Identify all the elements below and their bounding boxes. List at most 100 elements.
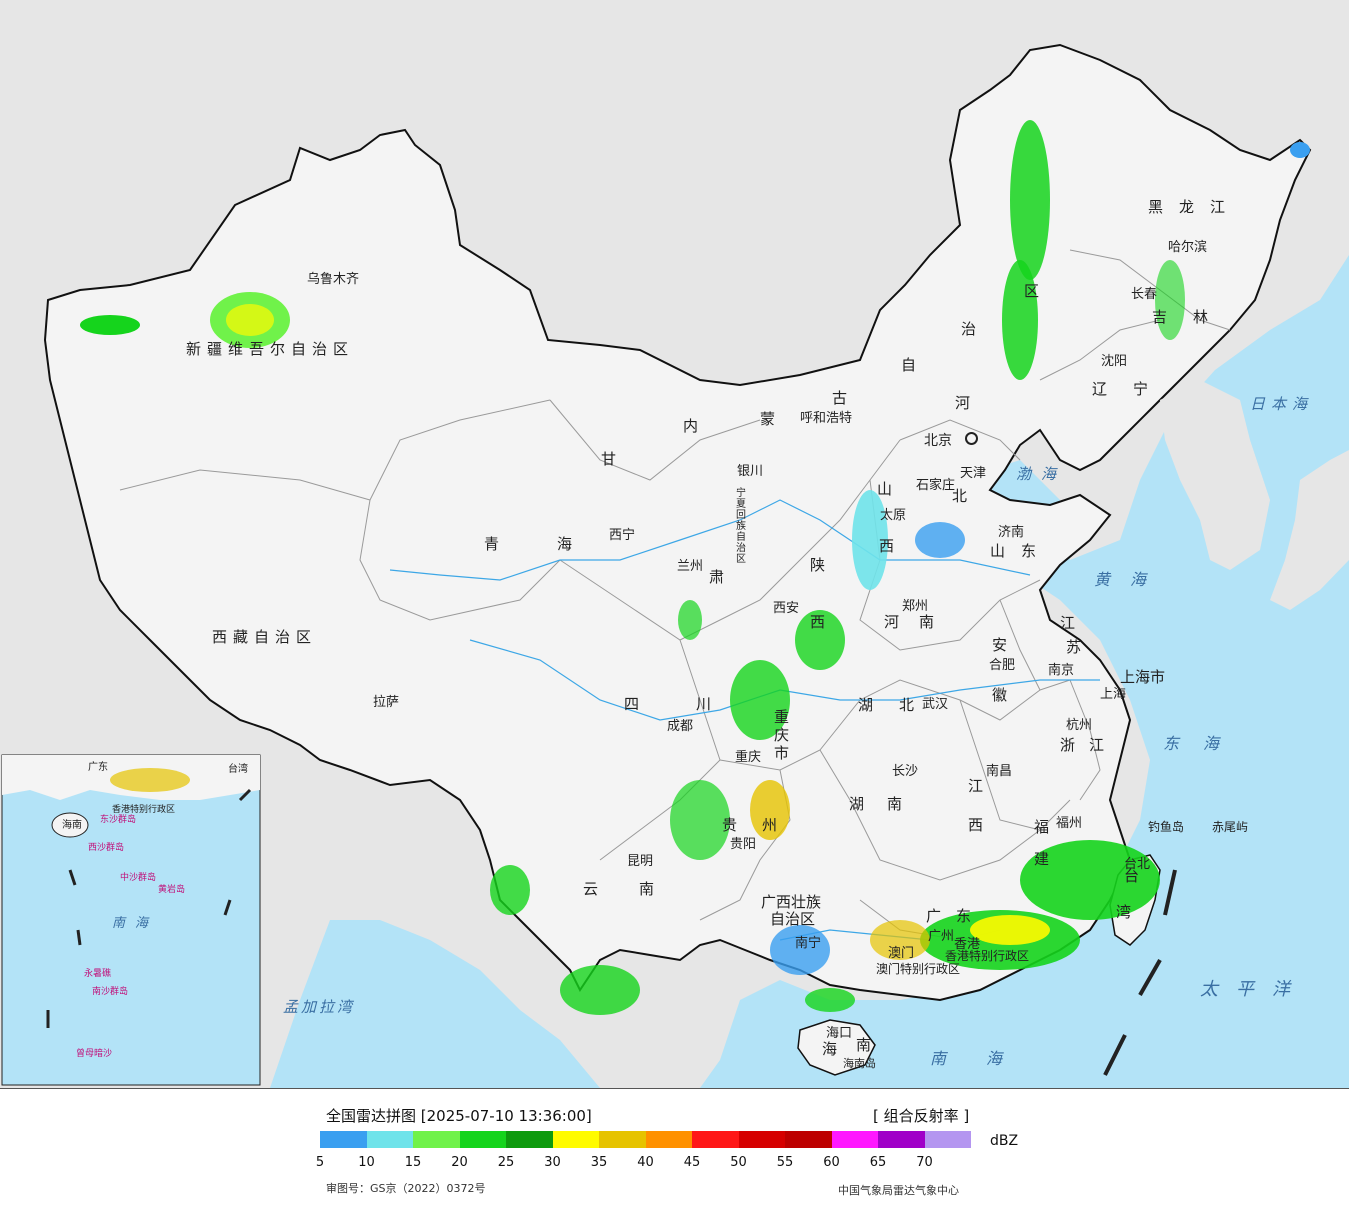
province-neimenggu-4: 自 <box>901 356 917 374</box>
colorbar-tick-label: 10 <box>358 1155 375 1170</box>
province-shandong: 山东 <box>990 542 1053 560</box>
city-fuzhou: 福州 <box>1056 816 1083 831</box>
map-approval-number: 审图号：GS京（2022）0372号 <box>326 1182 486 1195</box>
colorbar-tick-label: 30 <box>544 1155 561 1170</box>
city-diaoyu: 钓鱼岛 <box>1148 820 1185 834</box>
capital-marker-icon <box>965 432 978 445</box>
province-xinjiang: 新疆维吾尔自治区 <box>186 340 355 358</box>
colorbar-bin-12 <box>878 1131 925 1148</box>
colorbar-tick-label: 40 <box>637 1155 654 1170</box>
city-changsha: 长沙 <box>892 764 919 779</box>
city-lhasa: 拉萨 <box>373 695 400 710</box>
sea-pacific: 太平洋 <box>1200 979 1308 1000</box>
province-sichuan-1: 四 <box>624 695 640 713</box>
province-jilin: 吉林 <box>1152 308 1235 326</box>
city-shenyang: 沈阳 <box>1101 354 1128 369</box>
city-taiyuan: 太原 <box>880 508 907 523</box>
colorbar-tick-label: 70 <box>916 1155 933 1170</box>
label-hainan-island: 海南岛 <box>843 1057 876 1070</box>
city-yinchuan: 银川 <box>737 464 764 479</box>
colorbar-bin-8 <box>692 1131 739 1148</box>
province-zhejiang: 浙江 <box>1060 736 1119 754</box>
province-gansu-1: 甘 <box>601 450 617 468</box>
province-guangdong-1: 广 <box>926 907 942 925</box>
colorbar-bin-2 <box>413 1131 460 1148</box>
city-hefei: 合肥 <box>989 658 1016 673</box>
colorbar-bin-13 <box>924 1131 971 1148</box>
inset-taiwan: 台湾 <box>228 764 248 775</box>
province-yunnan-1: 云 <box>583 880 599 898</box>
product-label: [ 组合反射率 ] <box>873 1107 970 1125</box>
city-urumqi: 乌鲁木齐 <box>307 272 360 287</box>
inset-huangyan: 黄岩岛 <box>158 885 186 895</box>
data-source: 中国气象局雷达气象中心 <box>838 1184 959 1197</box>
province-jiangsu-1: 江 <box>1060 614 1076 632</box>
colorbar-tick-label: 55 <box>776 1155 794 1170</box>
colorbar-tick-label: 20 <box>451 1155 468 1170</box>
radar-map <box>0 0 1349 1088</box>
province-shaanxi-2: 西 <box>810 613 826 631</box>
legend-title: 全国雷达拼图 [2025-07-10 13:36:00] <box>326 1107 592 1125</box>
city-zhengzhou: 郑州 <box>902 599 929 614</box>
city-guangzhou: 广州 <box>928 929 955 944</box>
city-hohhot: 呼和浩特 <box>800 411 853 426</box>
colorbar-tick-label: 35 <box>590 1155 608 1170</box>
province-fujian-1: 福 <box>1034 818 1050 836</box>
city-hangzhou: 杭州 <box>1066 718 1093 733</box>
province-neimenggu-1: 内 <box>683 417 699 435</box>
province-hunan-2: 南 <box>887 795 903 813</box>
province-liaoning: 辽宁 <box>1092 380 1175 398</box>
inset-guangdong: 广东 <box>88 762 108 773</box>
province-hebei-2: 北 <box>952 487 968 505</box>
colorbar-bin-0 <box>320 1131 367 1148</box>
city-taipei: 台北 <box>1124 857 1151 872</box>
province-macau: 澳门特别行政区 <box>876 962 961 976</box>
colorbar-tick-label: 65 <box>869 1155 887 1170</box>
province-beijing: 北京 <box>924 433 952 449</box>
city-chongqing: 重庆 <box>735 750 762 765</box>
sea-yellow: 黄海 <box>1094 570 1167 589</box>
province-tianjin: 天津 <box>960 466 987 481</box>
city-changchun: 长春 <box>1131 287 1158 302</box>
province-qinghai-2: 海 <box>557 535 573 553</box>
province-guangxi-2: 自治区 <box>770 910 816 928</box>
china-landmass <box>43 43 1312 1002</box>
city-xian: 西安 <box>773 601 800 616</box>
colorbar-bin-11 <box>831 1131 878 1148</box>
province-hebei-1: 河 <box>955 394 971 412</box>
radar-echoes <box>80 120 1310 1015</box>
province-shanxi-1: 山 <box>877 480 893 498</box>
inset-yongshu: 永暑礁 <box>84 969 112 979</box>
south-sea-inset <box>1 754 261 1086</box>
sea-bengal: 孟加拉湾 <box>283 998 356 1016</box>
province-neimenggu-6: 区 <box>1024 282 1040 300</box>
inset-xisha: 西沙群岛 <box>88 843 125 853</box>
province-hainan-1: 海 <box>822 1040 838 1058</box>
city-lanzhou: 兰州 <box>677 559 704 574</box>
colorbar-tick-label: 5 <box>315 1155 325 1170</box>
city-jinan: 济南 <box>998 525 1025 540</box>
province-neimenggu-2: 蒙 <box>760 410 776 428</box>
province-chongqing: 重庆市 <box>774 708 790 762</box>
inset-dongsha: 东沙群岛 <box>100 815 137 825</box>
colorbar-tick-label: 15 <box>404 1155 422 1170</box>
colorbar-tick-label: 50 <box>730 1155 747 1170</box>
province-hubei: 湖北 <box>858 696 941 714</box>
colorbar-bin-10 <box>785 1131 832 1148</box>
province-jiangsu-2: 苏 <box>1066 638 1082 656</box>
colorbar-bin-6 <box>599 1131 646 1148</box>
city-chengdu: 成都 <box>667 719 694 734</box>
hainan-island <box>797 1019 876 1076</box>
province-xizang: 西藏自治区 <box>212 628 318 646</box>
colorbar-bin-3 <box>459 1131 506 1148</box>
province-taiwan-1: 台 <box>1124 867 1140 885</box>
dbz-colorbar <box>320 1131 971 1148</box>
city-nanchang: 南昌 <box>986 764 1013 779</box>
colorbar-bin-4 <box>506 1131 553 1148</box>
province-guizhou-1: 贵 <box>722 816 738 834</box>
province-anhui-1: 安 <box>992 636 1008 654</box>
colorbar-tick-label: 60 <box>823 1155 840 1170</box>
province-guangdong-2: 东 <box>956 907 972 925</box>
colorbar-tick-label: 45 <box>683 1155 701 1170</box>
colorbar-bin-7 <box>645 1131 692 1148</box>
